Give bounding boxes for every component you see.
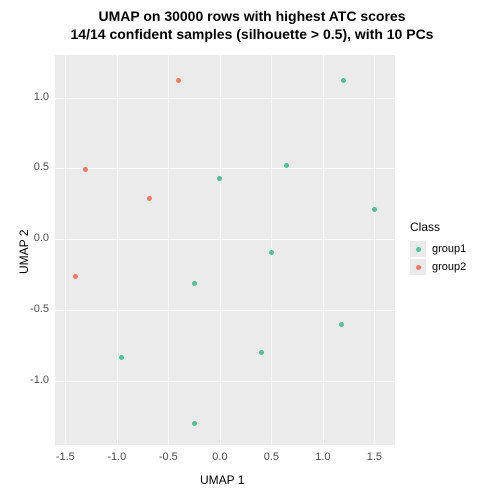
axis-tick-label: 0.5 (264, 451, 279, 463)
legend: Class group1 group2 (410, 220, 466, 276)
scatter-point (284, 163, 289, 168)
legend-dot (416, 247, 421, 252)
scatter-point (341, 78, 346, 83)
legend-key (410, 241, 426, 257)
axis-tick-label: 0.0 (212, 451, 227, 463)
gridline-v (168, 55, 169, 445)
legend-label: group1 (432, 243, 466, 255)
legend-dot (416, 265, 421, 270)
legend-label: group2 (432, 261, 466, 273)
y-axis-title: UMAP 2 (17, 230, 31, 274)
gridline-h (55, 381, 395, 382)
gridline-v (220, 55, 221, 445)
chart-title-line2: 14/14 confident samples (silhouette > 0.… (0, 26, 504, 44)
gridline-h (55, 239, 395, 240)
scatter-point (176, 78, 181, 83)
axis-tick-label: 0.5 (34, 161, 49, 173)
axis-tick-label: -1.5 (56, 451, 75, 463)
axis-tick-label: 1.0 (34, 91, 49, 103)
gridline-v (117, 55, 118, 445)
axis-tick-label: 0.0 (34, 232, 49, 244)
chart-title-line1: UMAP on 30000 rows with highest ATC scor… (0, 8, 504, 26)
scatter-point (259, 350, 264, 355)
scatter-point (192, 421, 197, 426)
chart-title: UMAP on 30000 rows with highest ATC scor… (0, 8, 504, 43)
axis-tick-label: 1.5 (367, 451, 382, 463)
gridline-v (65, 55, 66, 445)
scatter-point (192, 281, 197, 286)
scatter-point (372, 207, 377, 212)
scatter-point (73, 274, 78, 279)
axis-tick-label: -1.0 (107, 451, 126, 463)
scatter-point (83, 167, 88, 172)
legend-key (410, 259, 426, 275)
legend-title: Class (410, 220, 466, 234)
axis-tick-label: -1.0 (30, 374, 49, 386)
axis-tick-label: 1.0 (315, 451, 330, 463)
scatter-point (119, 355, 124, 360)
gridline-h (55, 168, 395, 169)
scatter-point (339, 322, 344, 327)
gridline-h (55, 98, 395, 99)
gridline-h (55, 310, 395, 311)
scatter-point (269, 250, 274, 255)
plot-panel (55, 55, 395, 445)
axis-tick-label: -0.5 (30, 303, 49, 315)
x-axis-title: UMAP 1 (200, 473, 244, 487)
scatter-point (147, 196, 152, 201)
legend-item: group1 (410, 240, 466, 258)
gridline-v (323, 55, 324, 445)
scatter-point (217, 176, 222, 181)
gridline-v (374, 55, 375, 445)
axis-tick-label: -0.5 (159, 451, 178, 463)
legend-item: group2 (410, 258, 466, 276)
